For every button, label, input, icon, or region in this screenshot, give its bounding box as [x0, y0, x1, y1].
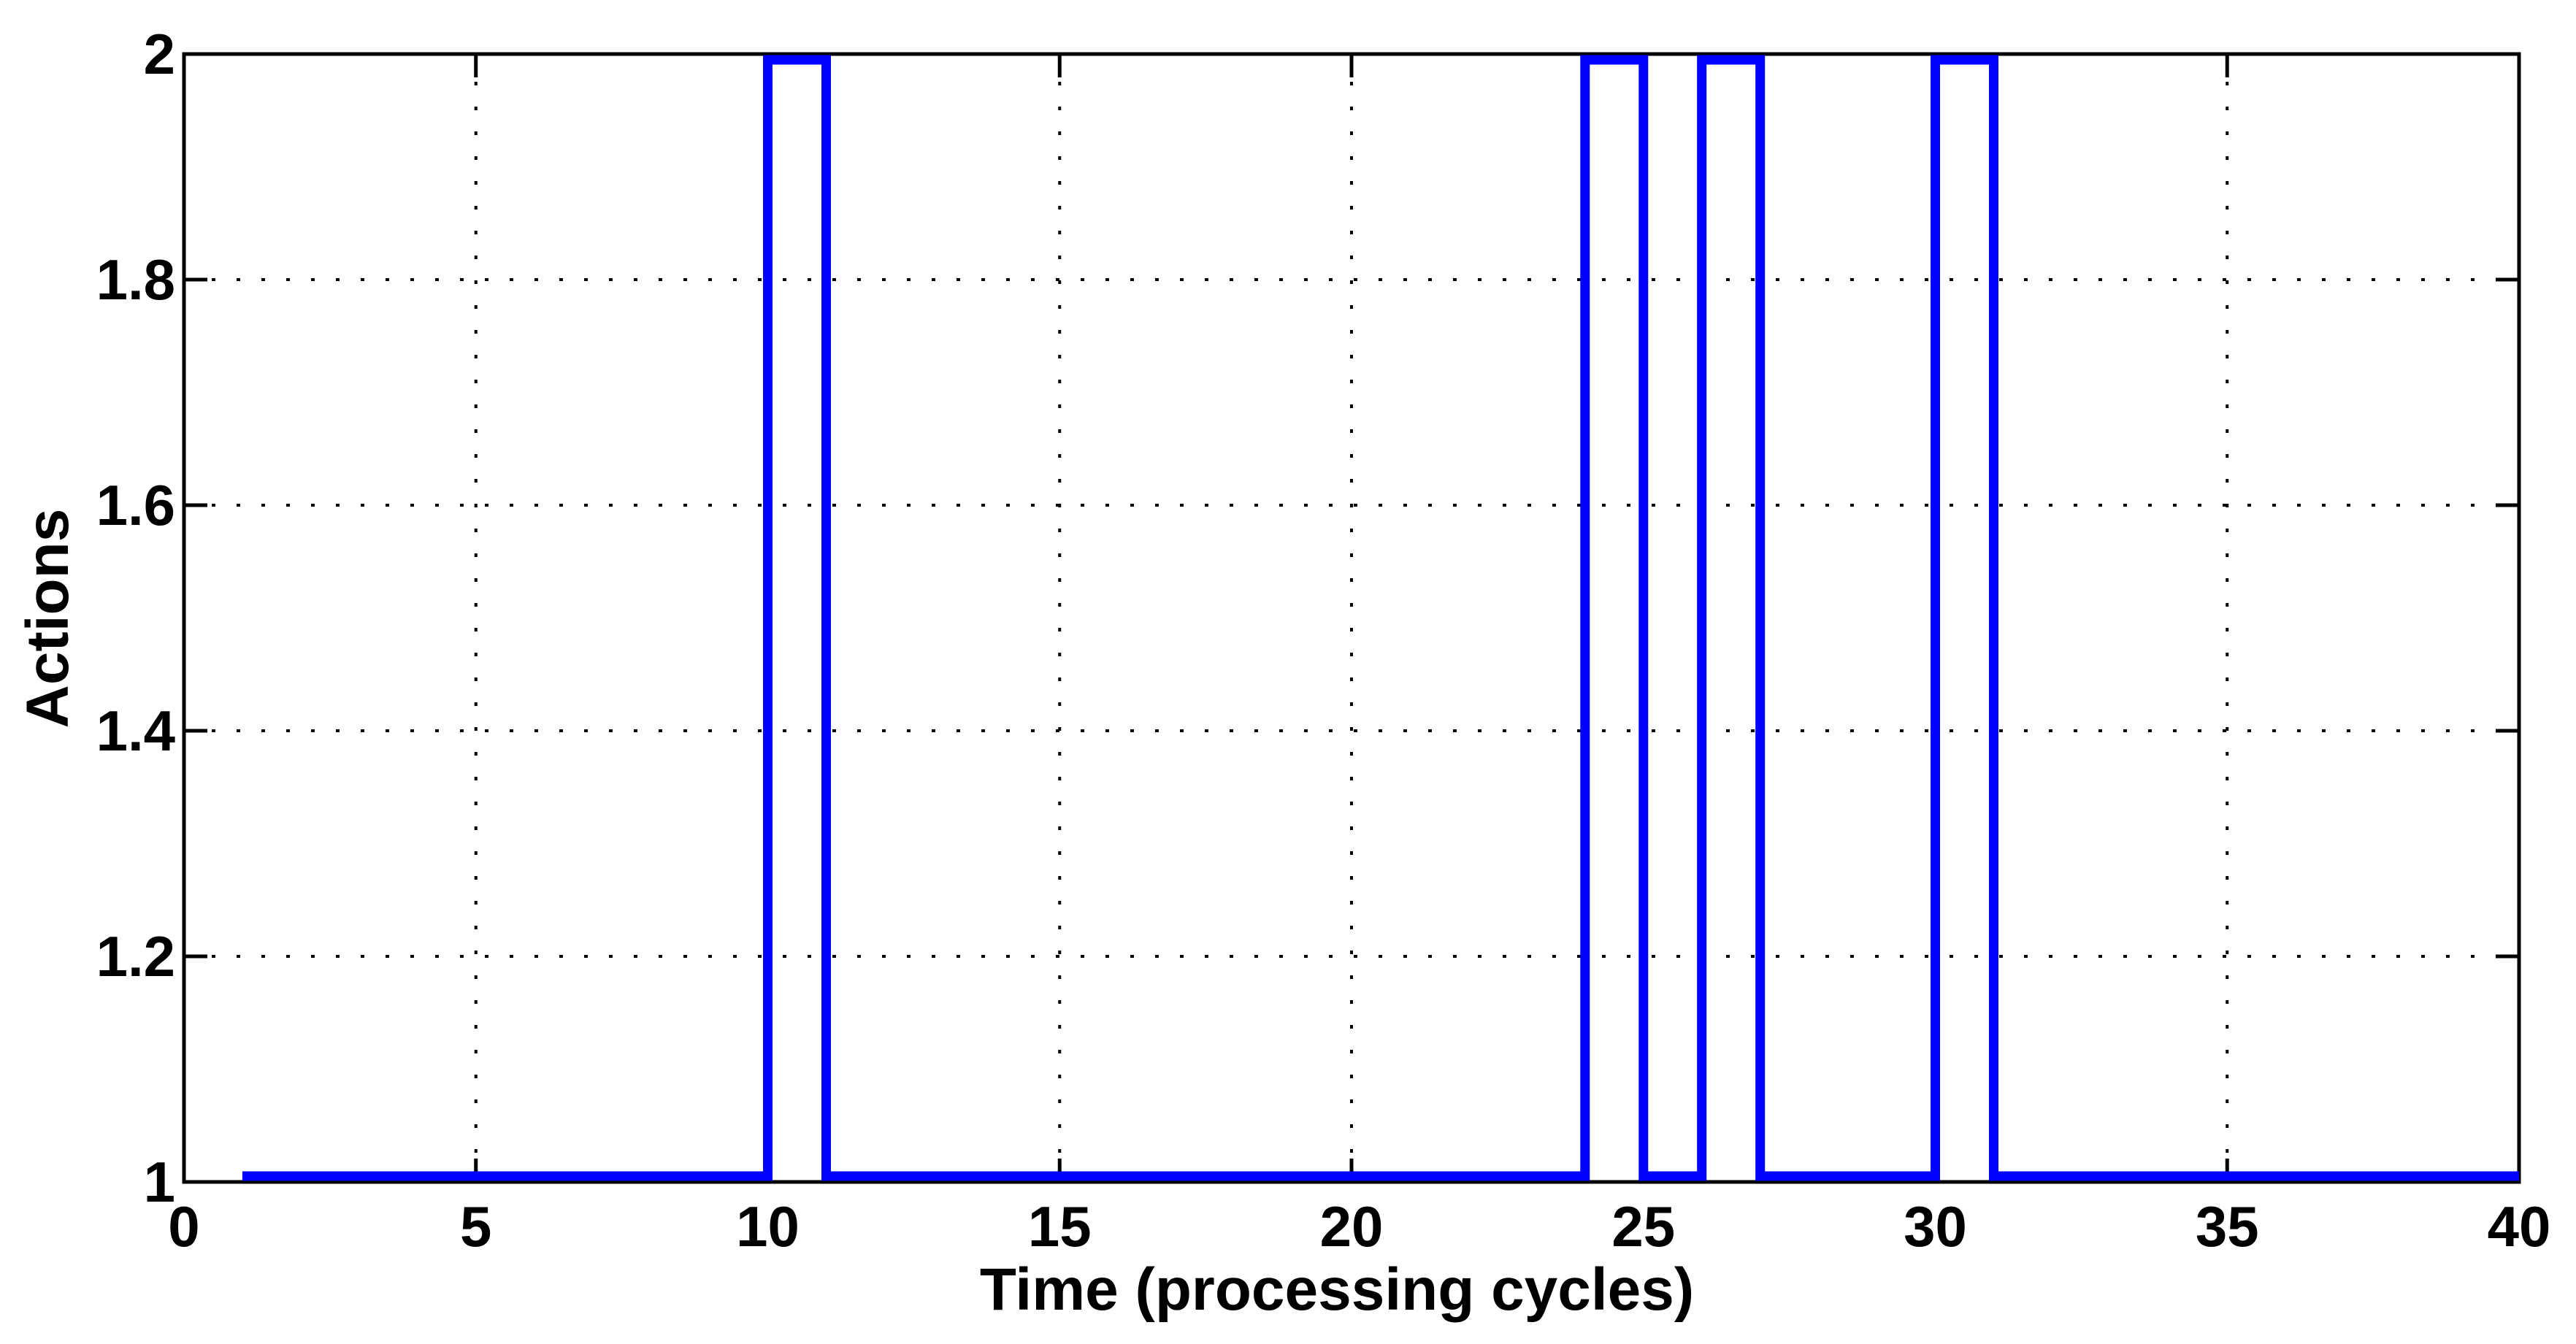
y-tick-label: 1.8	[96, 247, 175, 312]
x-tick-label: 30	[1904, 1194, 1967, 1259]
x-tick-label: 5	[460, 1194, 492, 1259]
y-tick-label: 1.6	[96, 473, 175, 537]
x-axis-label: Time (processing cycles)	[979, 1256, 1695, 1323]
y-tick-label: 2	[143, 22, 175, 86]
x-tick-label: 35	[2195, 1194, 2259, 1259]
series-line	[242, 55, 2519, 1181]
x-tick-label: 40	[2487, 1194, 2551, 1259]
axes-box	[182, 52, 2521, 1184]
x-tick-label: 15	[1027, 1194, 1092, 1259]
y-tick-label: 1	[143, 1150, 175, 1214]
axis-tick-marks	[182, 52, 2521, 1184]
y-tick-label: 1.2	[96, 924, 175, 988]
y-axis-label: Actions	[15, 508, 81, 728]
x-tick-label: 25	[1611, 1194, 1676, 1259]
x-tick-label: 0	[168, 1194, 200, 1259]
grid-lines	[187, 57, 2516, 1179]
x-tick-label: 20	[1319, 1194, 1384, 1259]
y-tick-label: 1.4	[96, 699, 175, 763]
x-tick-label: 10	[736, 1194, 800, 1259]
